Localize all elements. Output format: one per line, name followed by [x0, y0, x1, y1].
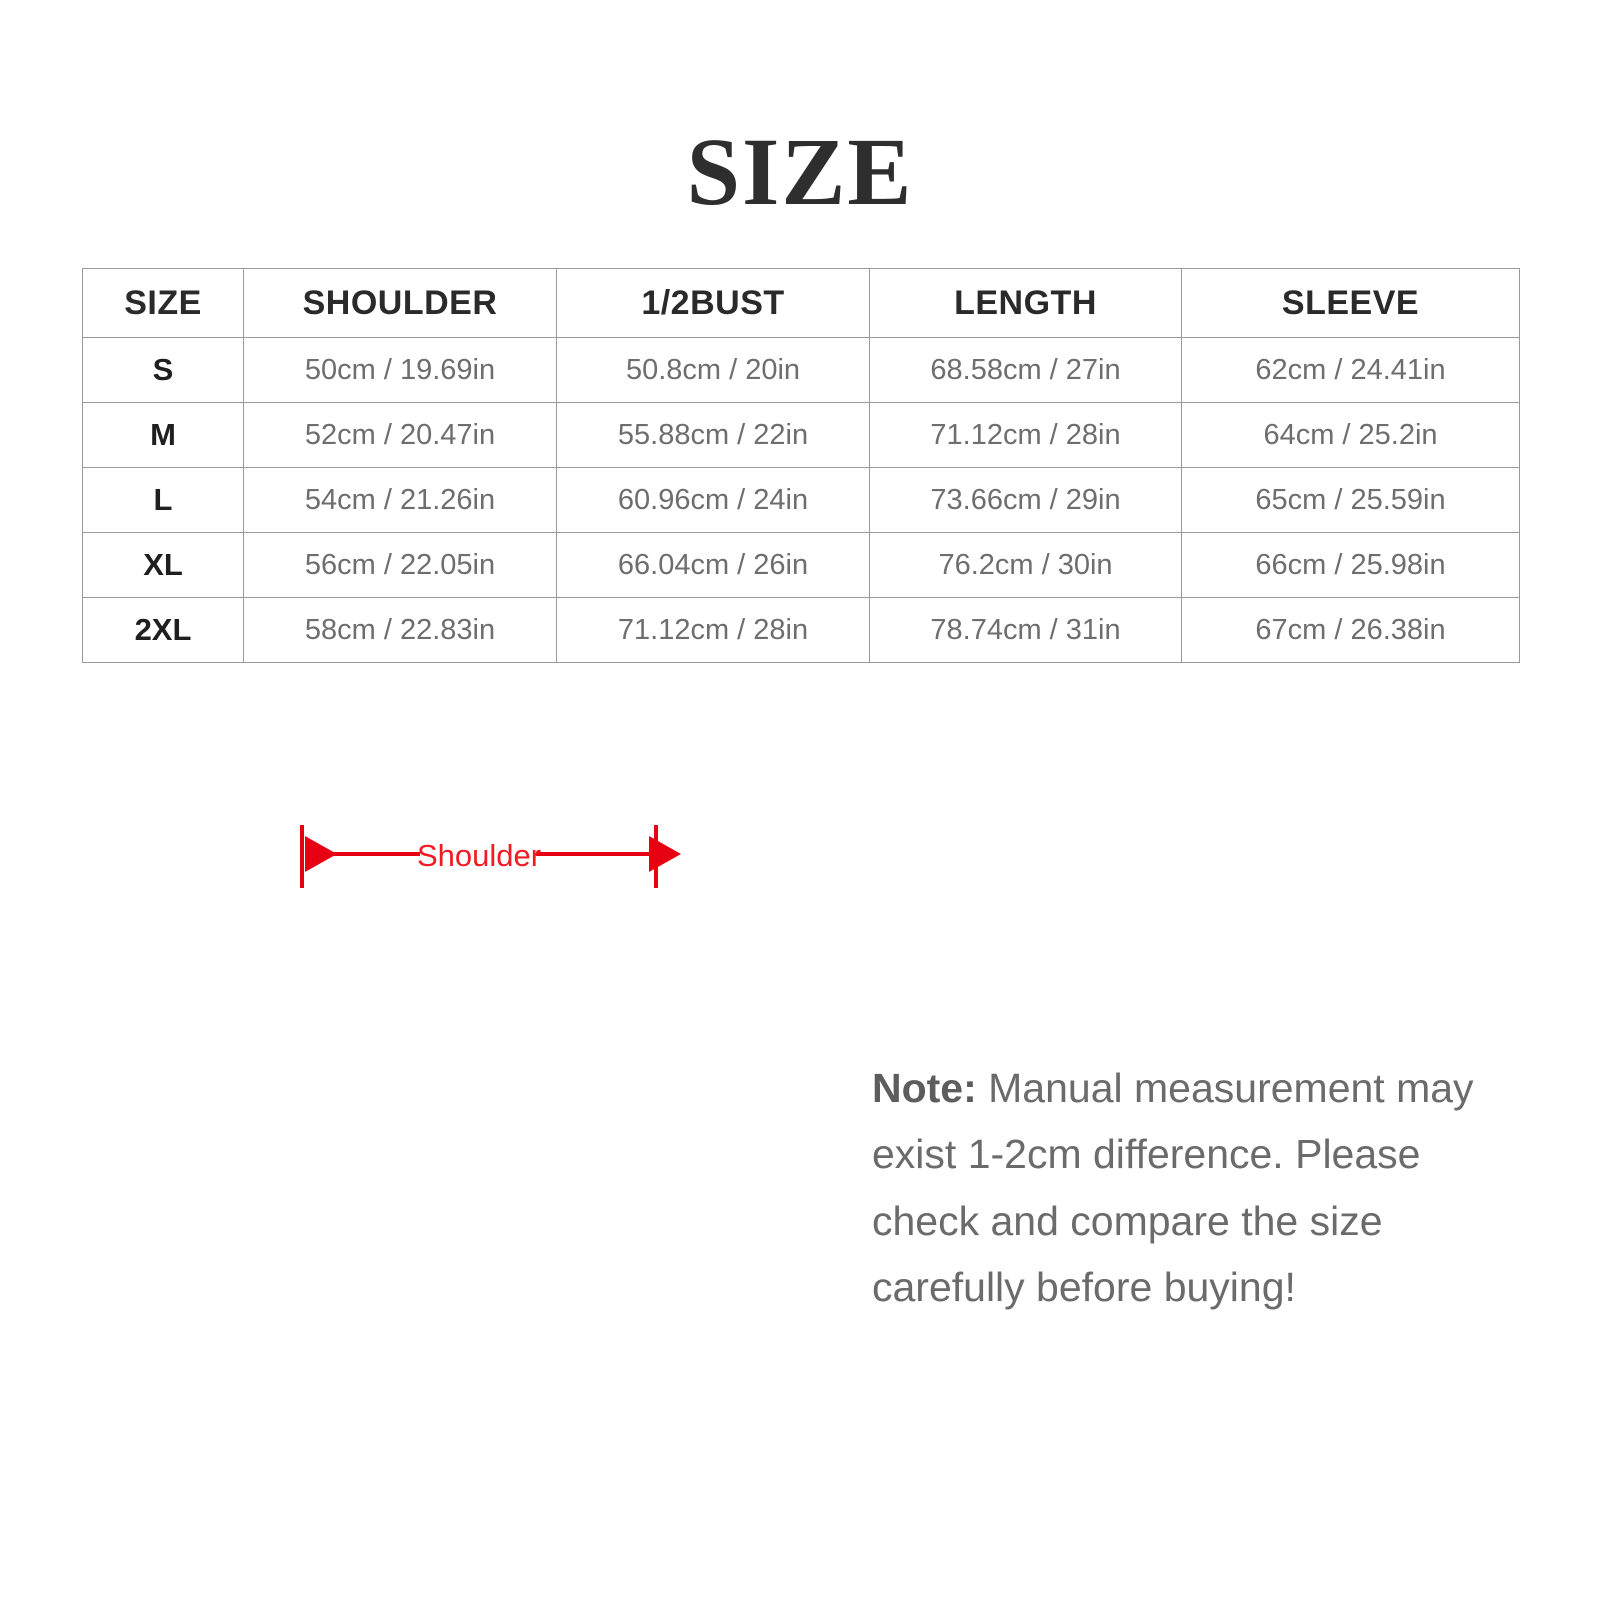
cell-half-bust: 71.12cm / 28in [556, 597, 870, 663]
cell-length: 71.12cm / 28in [869, 402, 1182, 468]
table-row: M 52cm / 20.47in 55.88cm / 22in 71.12cm … [82, 402, 1520, 468]
column-header-sleeve: SLEEVE [1181, 268, 1520, 338]
cell-half-bust: 66.04cm / 26in [556, 532, 870, 598]
table-row: XL 56cm / 22.05in 66.04cm / 26in 76.2cm … [82, 532, 1520, 598]
cell-sleeve: 66cm / 25.98in [1181, 532, 1520, 598]
cell-sleeve: 62cm / 24.41in [1181, 337, 1520, 403]
table-row: 2XL 58cm / 22.83in 71.12cm / 28in 78.74c… [82, 597, 1520, 663]
note-block: Note: Manual measurement may exist 1-2cm… [872, 1055, 1492, 1321]
cell-sleeve: 67cm / 26.38in [1181, 597, 1520, 663]
table-row: L 54cm / 21.26in 60.96cm / 24in 73.66cm … [82, 467, 1520, 533]
column-header-size: SIZE [82, 268, 244, 338]
cell-half-bust: 55.88cm / 22in [556, 402, 870, 468]
note-label: Note: [872, 1065, 977, 1111]
shoulder-measure: Shoulder [300, 825, 681, 888]
table-header-row: SIZE SHOULDER 1/2BUST LENGTH SLEEVE [82, 268, 1520, 338]
cell-size: 2XL [82, 597, 244, 663]
cell-sleeve: 65cm / 25.59in [1181, 467, 1520, 533]
cell-shoulder: 52cm / 20.47in [243, 402, 557, 468]
cell-half-bust: 60.96cm / 24in [556, 467, 870, 533]
measurement-diagram: Shoulder 1/2Bust Sleeve Length [0, 780, 1600, 1540]
column-header-half-bust: 1/2BUST [556, 268, 870, 338]
shoulder-label: Shoulder [417, 838, 541, 873]
column-header-length: LENGTH [869, 268, 1182, 338]
cell-length: 76.2cm / 30in [869, 532, 1182, 598]
cell-half-bust: 50.8cm / 20in [556, 337, 870, 403]
cell-shoulder: 58cm / 22.83in [243, 597, 557, 663]
cell-length: 68.58cm / 27in [869, 337, 1182, 403]
table-row: S 50cm / 19.69in 50.8cm / 20in 68.58cm /… [82, 337, 1520, 403]
cell-shoulder: 50cm / 19.69in [243, 337, 557, 403]
cell-length: 78.74cm / 31in [869, 597, 1182, 663]
cell-shoulder: 54cm / 21.26in [243, 467, 557, 533]
cell-length: 73.66cm / 29in [869, 467, 1182, 533]
size-table-container: SIZE SHOULDER 1/2BUST LENGTH SLEEVE S 50… [82, 268, 1520, 663]
size-table: SIZE SHOULDER 1/2BUST LENGTH SLEEVE S 50… [82, 268, 1520, 663]
note-text: Manual measurement may exist 1-2cm diffe… [872, 1065, 1474, 1311]
cell-size: XL [82, 532, 244, 598]
hoodie-diagram-svg: Shoulder 1/2Bust Sleeve Length [300, 825, 681, 888]
page-title: SIZE [686, 118, 914, 225]
cell-shoulder: 56cm / 22.05in [243, 532, 557, 598]
cell-size: S [82, 337, 244, 403]
cell-sleeve: 64cm / 25.2in [1181, 402, 1520, 468]
column-header-shoulder: SHOULDER [243, 268, 557, 338]
cell-size: M [82, 402, 244, 468]
cell-size: L [82, 467, 244, 533]
